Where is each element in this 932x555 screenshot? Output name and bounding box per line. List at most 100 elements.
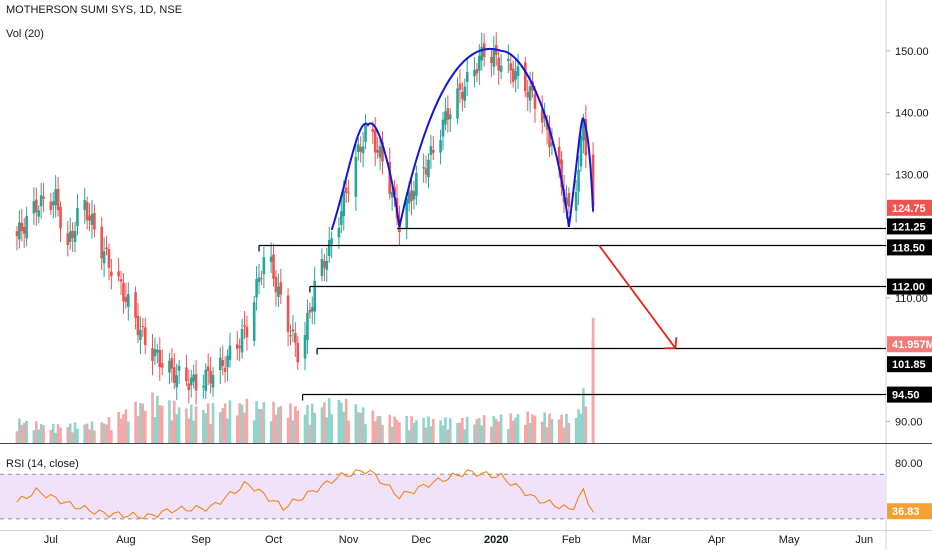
candle-body [422,167,425,169]
volume-bar [531,414,534,443]
candle-body [490,57,493,63]
candle-body [325,260,329,270]
volume-bar [168,400,171,443]
volume-bar [71,432,74,443]
volume-bar [136,415,140,443]
volume-bar [412,422,416,443]
volume-bar [574,418,578,443]
volume-bar [243,412,246,443]
volume-bar [269,421,273,443]
last-volume-badge: 41.957M [892,339,932,351]
candle-body [151,348,154,362]
volume-bar [427,416,430,443]
volume-bar [378,416,382,443]
volume-bar [480,425,484,443]
candle-body [15,231,19,237]
candle-body [294,333,297,343]
candle-body [296,342,300,363]
candle-body [56,188,60,211]
last-volume-badge-bg [887,336,932,353]
candle-body [209,370,212,384]
rsi-line [16,469,594,520]
volume-bar [153,417,157,443]
candle-body [32,201,36,214]
volume-bar [514,417,517,443]
candle-body [122,282,125,302]
volume-bar [255,401,258,443]
candle-body [405,198,408,228]
volume-bar [105,424,108,443]
level-badge-bg [887,218,932,235]
volume-bar [35,421,38,443]
candles [15,32,595,443]
candle-body [172,367,176,383]
level-badge: 118.50 [892,242,925,254]
volume-bar [432,419,435,443]
candle-body [110,271,113,277]
volume-bar [291,420,295,443]
candle-body [310,307,314,312]
volume-bar [448,418,452,443]
candle-body [509,63,513,71]
volume-bar [175,414,179,443]
volume-bar [218,412,222,443]
volume-bar [337,399,341,443]
volume-bar [204,413,208,443]
volume-bar [68,423,72,443]
candle-body [221,360,225,367]
candle-body [192,374,195,382]
level-badge-bg [887,356,932,373]
volume-bar [238,403,241,443]
volume-bar [294,406,297,443]
candle-body [105,247,108,250]
volume-bar [475,419,479,443]
volume-bar [398,422,401,443]
volume-bar [490,426,493,443]
candle-body [441,119,445,137]
candle-body [252,302,256,341]
volume-indicator-label: Vol (20) [6,28,44,40]
volume-bar [371,410,375,443]
volume-bar [516,414,520,443]
volume-bar [478,418,481,443]
volume-bar [325,417,329,443]
volume-bar [76,428,79,443]
candle-body [439,140,442,153]
candle-body [514,71,517,80]
candle-body [51,201,55,206]
volume-bar [122,414,125,443]
rsi-value-badge: 36.83 [892,506,920,518]
time-tick-label: Oct [265,534,282,546]
time-tick-label: Feb [562,534,581,546]
candle-body [388,161,392,195]
candle-body [141,325,145,327]
candle-body [410,190,413,202]
candle-body [458,83,462,90]
volume-bar [49,429,53,443]
candle-body [516,66,520,76]
candle-body [160,363,164,368]
volume-bar [582,388,585,443]
candle-body [286,295,290,333]
candle-body [359,147,362,152]
volume-bar [90,421,94,443]
candle-body [480,46,484,61]
volume-bar [39,424,43,443]
candle-body [320,259,324,277]
volume-bar [330,414,333,443]
candle-body [189,377,193,386]
time-tick-label: Jul [44,534,58,546]
volume-bar [260,409,263,443]
volume-bar [134,401,137,443]
candle-body [376,150,379,153]
volume-bar [359,412,362,443]
candle-body [100,226,103,259]
candle-body [378,146,382,158]
volume-bar [497,421,500,443]
volume-bar [151,392,154,443]
volume-bar [395,419,399,443]
volume-bar [211,402,215,443]
price-tick-label: 110.00 [895,293,928,305]
volume-bar [110,430,113,443]
